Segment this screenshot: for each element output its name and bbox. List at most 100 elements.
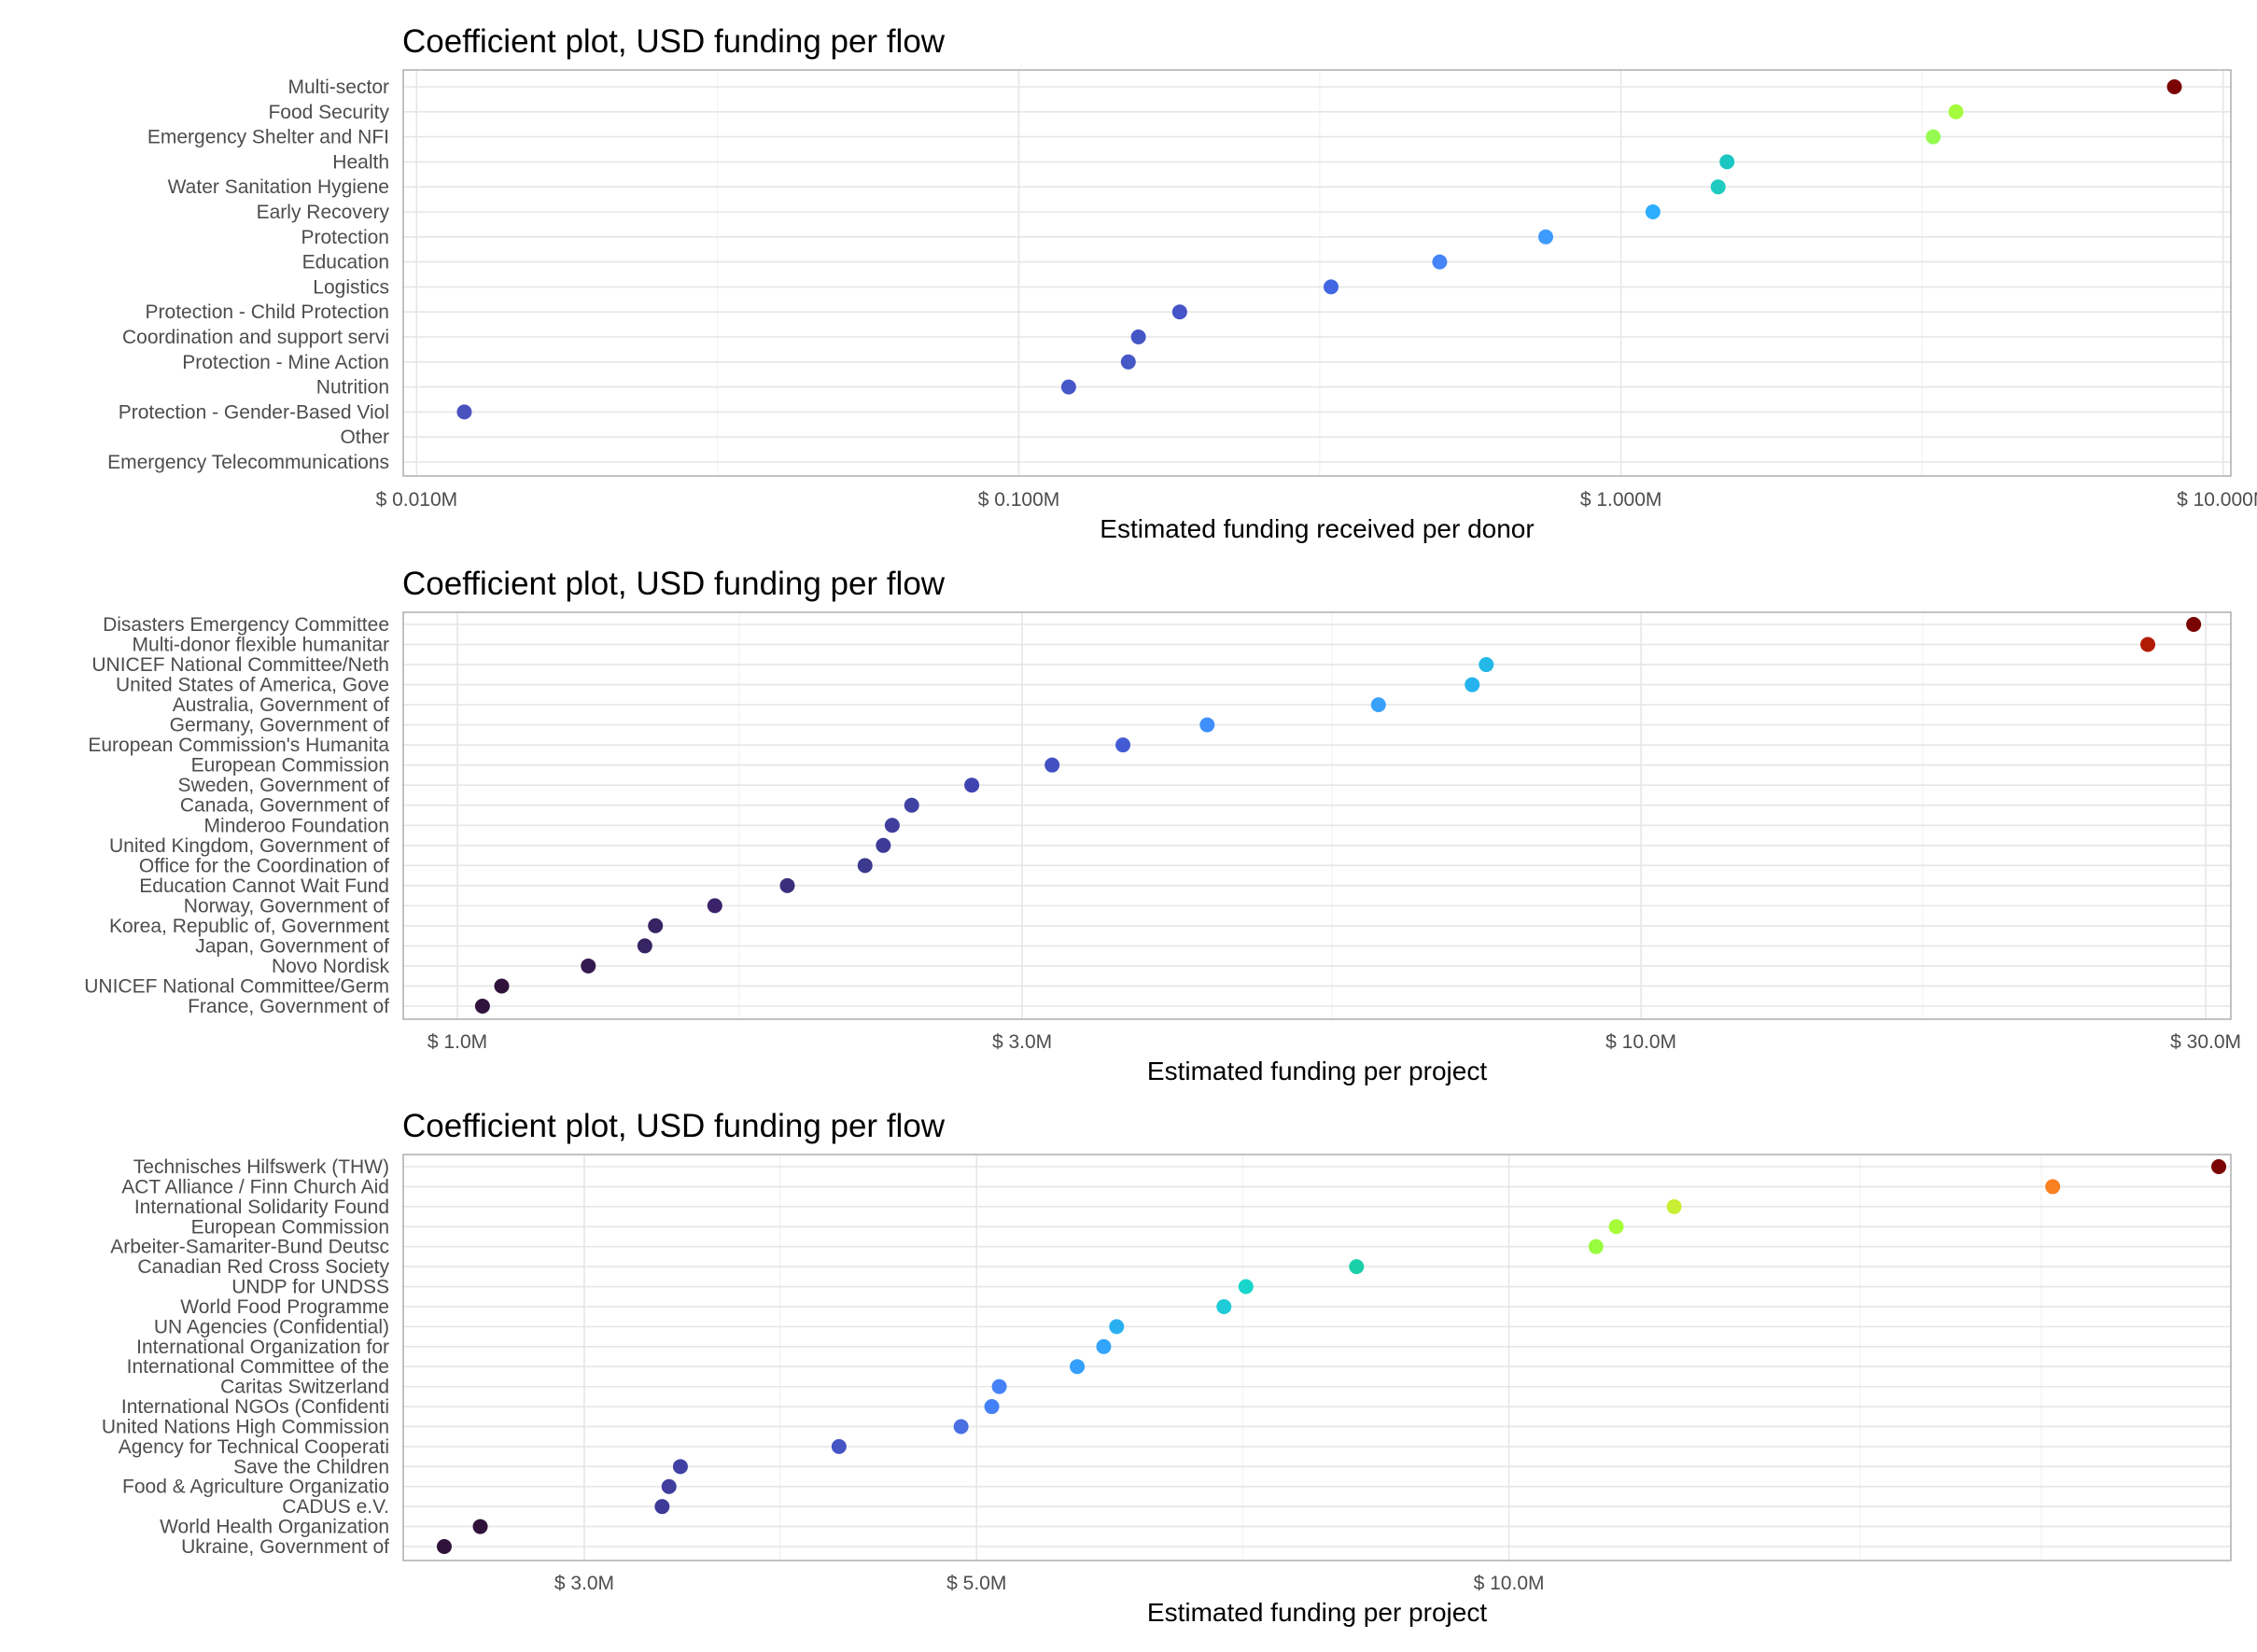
category-label: Water Sanitation Hygiene [168, 176, 389, 198]
category-label: European Commission [191, 1216, 389, 1238]
category-label: Canadian Red Cross Society [137, 1256, 389, 1278]
data-point [637, 938, 652, 954]
x-tick-label: $ 10.0M [1605, 1031, 1676, 1053]
category-label: Protection - Mine Action [182, 352, 389, 373]
data-point [456, 404, 472, 420]
data-point [1070, 1359, 1086, 1375]
data-point [2211, 1159, 2227, 1174]
data-point [964, 777, 980, 793]
data-point [1370, 697, 1386, 713]
category-label: ACT Alliance / Finn Church Aid [121, 1176, 389, 1197]
category-label: International NGOs (Confidenti [121, 1396, 389, 1418]
data-point [472, 1519, 488, 1534]
data-point [1238, 1279, 1254, 1295]
panel-border [402, 69, 2232, 477]
data-point [1199, 717, 1215, 733]
category-label: Food Security [268, 102, 389, 123]
x-tick-label: $ 10.000M [2177, 489, 2257, 511]
data-point [1588, 1239, 1604, 1254]
category-label: Other [340, 427, 389, 448]
data-point [1719, 154, 1735, 170]
category-label: World Food Programme [180, 1296, 389, 1318]
category-label: European Commission's Humanita [88, 735, 389, 756]
data-point [648, 917, 664, 933]
category-label: Office for the Coordination of [139, 855, 389, 876]
category-label: Nutrition [316, 377, 389, 399]
x-tick-label: $ 5.0M [946, 1573, 1006, 1594]
panel-1: Coefficient plot, USD funding per flow Mu… [107, 23, 2257, 543]
data-point [654, 1499, 670, 1515]
category-label: Korea, Republic of, Government [109, 916, 389, 937]
data-point [1044, 757, 1060, 773]
data-point [831, 1438, 847, 1454]
x-tick-label: $ 0.100M [978, 489, 1060, 511]
category-label: European Commission [191, 755, 389, 777]
category-label: Canada, Government of [180, 795, 389, 817]
data-point [1479, 657, 1494, 673]
panel-3: Coefficient plot, USD funding per flow Te… [102, 1108, 2232, 1627]
category-label: International Organization for [136, 1337, 389, 1358]
data-point [1109, 1319, 1125, 1335]
data-point [1608, 1219, 1624, 1235]
data-point [984, 1399, 1000, 1415]
category-label: Japan, Government of [195, 935, 389, 957]
data-point [2140, 637, 2156, 652]
data-point [707, 898, 722, 914]
category-label: UNICEF National Committee/Germ [84, 975, 389, 997]
data-point [1216, 1298, 1232, 1314]
category-label: Logistics [313, 276, 389, 298]
data-point [1060, 379, 1076, 395]
data-point [1645, 204, 1661, 219]
category-label: UNDP for UNDSS [231, 1277, 389, 1298]
x-axis-label: Estimated funding per project [1147, 1057, 1487, 1085]
data-point [474, 999, 490, 1014]
data-point [1948, 104, 1964, 119]
data-point [436, 1539, 452, 1554]
category-label: Coordination and support servi [122, 327, 389, 348]
data-point [1120, 354, 1136, 370]
data-point [1115, 737, 1131, 753]
panel-border [402, 1154, 2232, 1561]
x-axis-label: Estimated funding received per donor [1100, 514, 1534, 543]
category-label: UNICEF National Committee/Neth [91, 654, 389, 676]
category-label: Protection - Child Protection [146, 301, 389, 323]
category-label: Education Cannot Wait Fund [139, 875, 389, 897]
chart-title: Coefficient plot, USD funding per flow [402, 23, 946, 60]
category-label: International Committee of the [127, 1356, 389, 1378]
category-label: Germany, Government of [170, 715, 390, 736]
category-label: World Health Organization [160, 1517, 389, 1538]
x-tick-label: $ 10.0M [1474, 1573, 1545, 1594]
category-label: Norway, Government of [184, 895, 389, 917]
data-point [1096, 1338, 1112, 1354]
data-point [1171, 304, 1187, 320]
category-label: United Kingdom, Government of [109, 835, 389, 857]
chart-title: Coefficient plot, USD funding per flow [402, 566, 946, 602]
category-label: Emergency Telecommunications [107, 452, 389, 473]
category-label: Emergency Shelter and NFI [147, 127, 389, 148]
x-tick-label: $ 3.0M [992, 1031, 1052, 1053]
data-point [661, 1478, 677, 1494]
category-label: United States of America, Gove [116, 675, 389, 696]
x-axis-label: Estimated funding per project [1147, 1598, 1487, 1627]
x-tick-label: $ 1.0M [428, 1031, 487, 1053]
data-point [672, 1459, 688, 1475]
category-label: France, Government of [188, 996, 389, 1017]
data-point [494, 978, 510, 994]
x-tick-label: $ 1.000M [1580, 489, 1662, 511]
category-label: Disasters Emergency Committee [103, 614, 389, 636]
data-point [876, 837, 891, 853]
category-label: Technisches Hilfswerk (THW) [133, 1156, 389, 1178]
category-label: Save the Children [233, 1456, 389, 1477]
category-label: Agency for Technical Cooperati [119, 1436, 389, 1458]
data-point [2045, 1179, 2061, 1195]
category-label: Food & Agriculture Organizatio [122, 1477, 389, 1498]
category-label: Multi-donor flexible humanitar [133, 635, 389, 656]
data-point [1710, 179, 1726, 195]
data-point [991, 1379, 1007, 1394]
category-label: Sweden, Government of [178, 775, 390, 796]
data-point [1666, 1198, 1682, 1214]
panel-border [402, 611, 2232, 1020]
category-label: Early Recovery [257, 202, 390, 223]
data-point [857, 858, 873, 874]
